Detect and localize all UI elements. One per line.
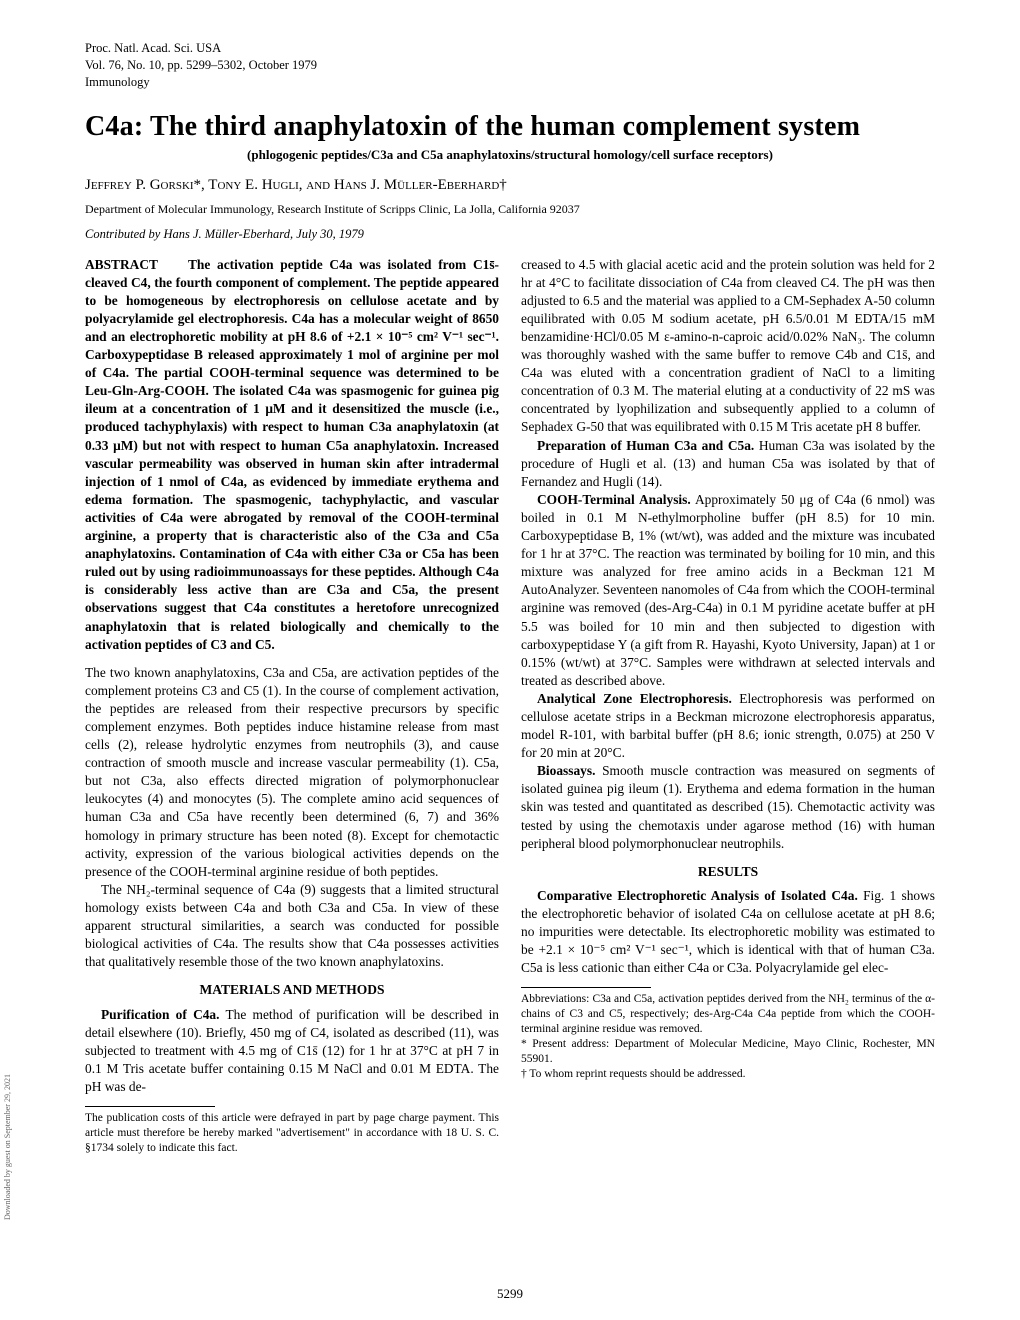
journal-header: Proc. Natl. Acad. Sci. USA Vol. 76, No. …	[85, 40, 935, 91]
authors-line: Jeffrey P. Gorski*, Tony E. Hugli, and H…	[85, 177, 935, 194]
page-number: 5299	[497, 1286, 523, 1302]
journal-volume: Vol. 76, No. 10, pp. 5299–5302, October …	[85, 57, 935, 74]
abbreviations-footnote: Abbreviations: C3a and C5a, activation p…	[521, 992, 935, 1037]
journal-name: Proc. Natl. Acad. Sci. USA	[85, 40, 935, 57]
cooh-text: Approximately 50 μg of C4a (6 nmol) was …	[521, 492, 935, 688]
contributed-by: Contributed by Hans J. Müller-Eberhard, …	[85, 227, 935, 242]
comparative-para: Comparative Electrophoretic Analysis of …	[521, 887, 935, 977]
right-column: creased to 4.5 with glacial acetic acid …	[521, 256, 935, 1156]
article-title: C4a: The third anaphylatoxin of the huma…	[85, 111, 935, 143]
cooh-head: COOH-Terminal Analysis.	[537, 492, 691, 507]
preparation-para: Preparation of Human C3a and C5a. Human …	[521, 437, 935, 491]
article-subtitle: (phlogogenic peptides/C3a and C5a anaphy…	[85, 147, 935, 163]
footnote-dagger: † To whom reprint requests should be add…	[521, 1067, 935, 1082]
footnote-star: * Present address: Department of Molecul…	[521, 1037, 935, 1067]
bioassays-head: Bioassays.	[537, 763, 595, 778]
footnote-rule-left	[85, 1106, 215, 1107]
electrophoresis-para: Analytical Zone Electrophoresis. Electro…	[521, 690, 935, 762]
purification-head: Purification of C4a.	[101, 1007, 219, 1022]
download-watermark: Downloaded by guest on September 29, 202…	[3, 1074, 12, 1220]
electrophoresis-head: Analytical Zone Electrophoresis.	[537, 691, 732, 706]
abstract-text: The activation peptide C4a was isolated …	[85, 257, 499, 652]
affiliation: Department of Molecular Immunology, Rese…	[85, 202, 935, 217]
journal-section: Immunology	[85, 74, 935, 91]
purification-para: Purification of C4a. The method of purif…	[85, 1006, 499, 1096]
cooh-para: COOH-Terminal Analysis. Approximately 50…	[521, 491, 935, 690]
footnote-rule-right	[521, 987, 651, 988]
abstract-label: ABSTRACT	[85, 257, 158, 272]
bioassays-para: Bioassays. Smooth muscle contraction was…	[521, 762, 935, 852]
abstract-block: ABSTRACTThe activation peptide C4a was i…	[85, 256, 499, 654]
materials-heading: MATERIALS AND METHODS	[85, 981, 499, 999]
intro-para-2: The NH₂-terminal sequence of C4a (9) sug…	[85, 881, 499, 971]
comparative-head: Comparative Electrophoretic Analysis of …	[537, 888, 858, 903]
results-heading: RESULTS	[521, 863, 935, 881]
text-columns: ABSTRACTThe activation peptide C4a was i…	[85, 256, 935, 1156]
col2-continuation: creased to 4.5 with glacial acetic acid …	[521, 256, 935, 437]
footnote-left: The publication costs of this article we…	[85, 1111, 499, 1156]
left-column: ABSTRACTThe activation peptide C4a was i…	[85, 256, 499, 1156]
intro-para-1: The two known anaphylatoxins, C3a and C5…	[85, 664, 499, 881]
preparation-head: Preparation of Human C3a and C5a.	[537, 438, 754, 453]
